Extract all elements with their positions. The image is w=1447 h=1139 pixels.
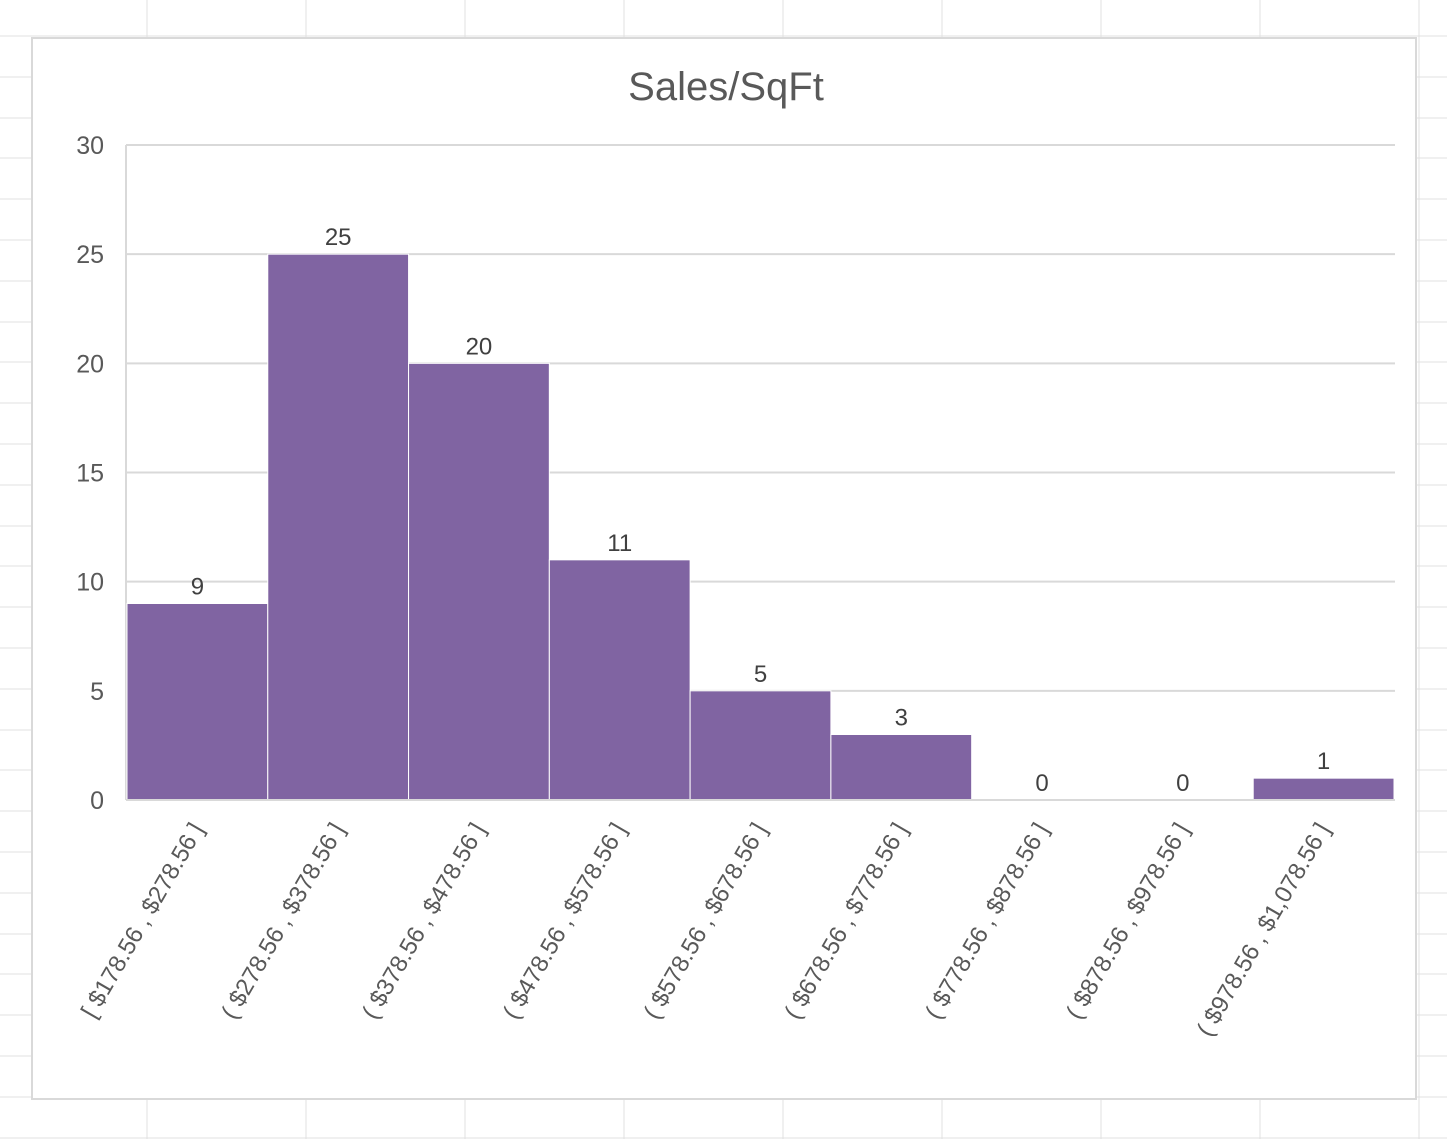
- histogram-bar[interactable]: [548, 559, 691, 801]
- data-label: 0: [1176, 770, 1189, 797]
- y-tick-label: 25: [76, 241, 104, 269]
- histogram-bar[interactable]: [126, 603, 269, 801]
- histogram-bar[interactable]: [267, 253, 410, 801]
- histogram-bar[interactable]: [1252, 777, 1395, 801]
- x-axis: [ $178.56 , $278.56 ]( $278.56 , $378.56…: [76, 799, 1395, 1042]
- data-label: 5: [754, 661, 767, 688]
- chart-area[interactable]: Sales/SqFt 0 5 10 15 20 25 30 9 25 20 11 5 3 0 0 1 [ $…: [31, 37, 1417, 1100]
- y-tick-label: 5: [90, 678, 104, 706]
- chart-title: Sales/SqFt: [628, 65, 824, 109]
- y-tick-label: 15: [76, 460, 104, 488]
- data-label: 3: [895, 705, 908, 732]
- y-tick-label: 20: [76, 350, 104, 378]
- x-category-label: ( $578.56 , $678.56 ]: [639, 819, 773, 1024]
- y-tick-label: 0: [90, 787, 104, 815]
- data-label: 1: [1317, 748, 1330, 775]
- x-category-label: ( $478.56 , $578.56 ]: [498, 819, 632, 1024]
- data-labels: 9 25 20 11 5 3 0 0 1: [191, 224, 1331, 797]
- y-tick-label: 10: [76, 569, 104, 597]
- histogram-bar[interactable]: [689, 690, 832, 801]
- x-category-label: ( $878.56 , $978.56 ]: [1061, 819, 1195, 1024]
- data-label: 11: [607, 530, 632, 557]
- x-category-label: ( $378.56 , $478.56 ]: [357, 819, 491, 1024]
- x-category-label: ( $778.56 , $878.56 ]: [920, 819, 1054, 1024]
- data-label: 25: [325, 224, 352, 251]
- histogram-bar[interactable]: [830, 734, 973, 801]
- bars: [126, 253, 1395, 801]
- data-label: 20: [466, 333, 493, 360]
- y-axis: 0 5 10 15 20 25 30: [76, 132, 127, 815]
- x-category-label: ( $278.56 , $378.56 ]: [216, 819, 350, 1024]
- x-category-label: ( $678.56 , $778.56 ]: [779, 819, 913, 1024]
- data-label: 9: [191, 574, 204, 601]
- y-tick-label: 30: [76, 132, 104, 160]
- x-category-label: [ $178.56 , $278.56 ]: [76, 819, 209, 1023]
- x-category-label: ( $978.56 , $1,078.56 ]: [1192, 819, 1336, 1042]
- data-label: 0: [1035, 770, 1048, 797]
- histogram-bar[interactable]: [408, 362, 550, 801]
